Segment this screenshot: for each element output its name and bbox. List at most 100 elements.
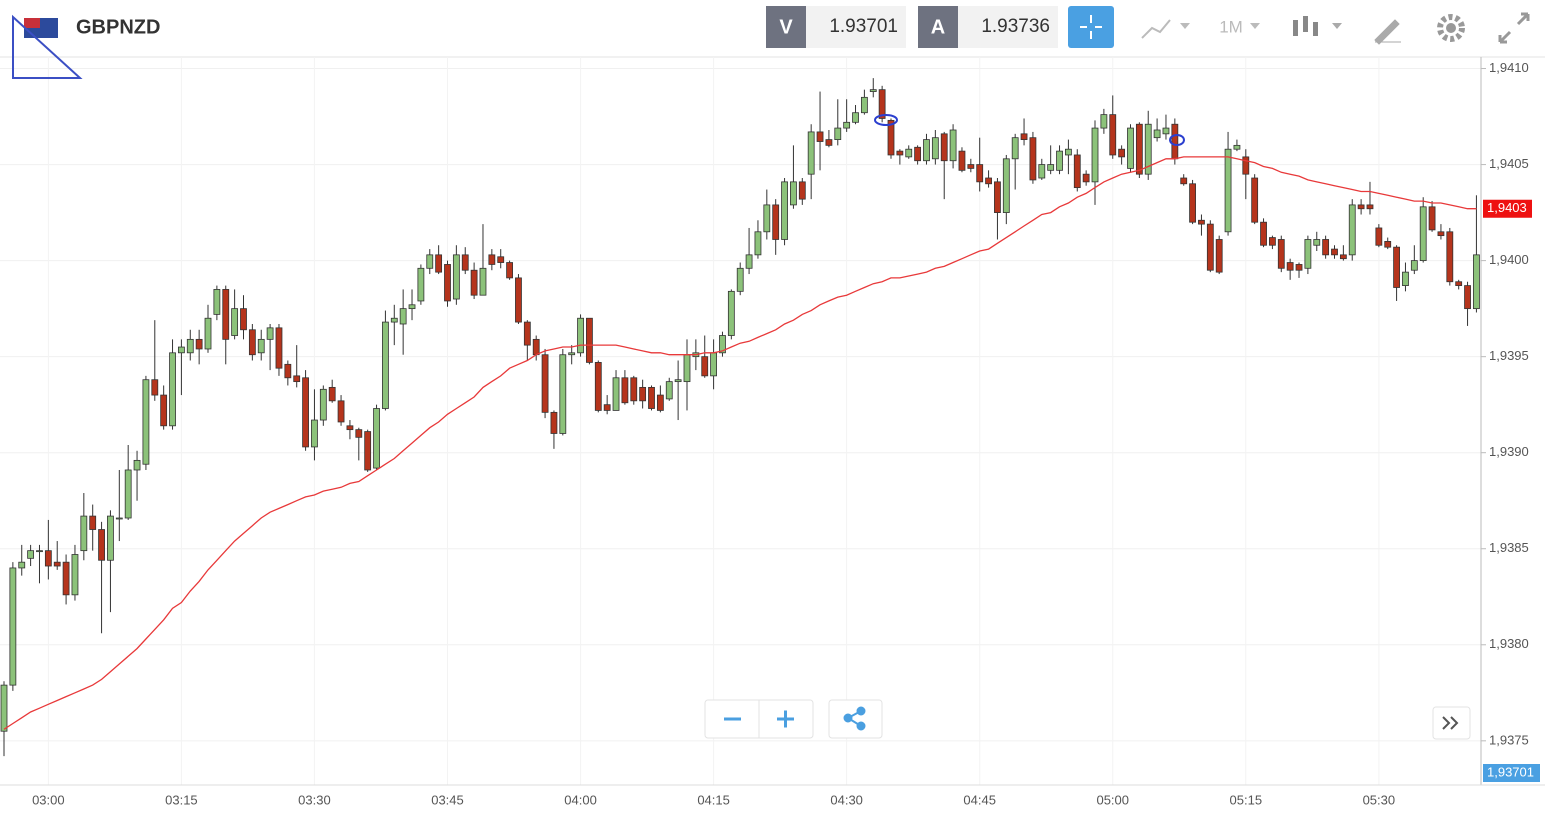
candle-body	[621, 377, 629, 404]
x-tick-label: 03:30	[298, 792, 331, 807]
candle-body	[781, 181, 788, 240]
candle-body	[825, 139, 833, 146]
candle-body	[648, 386, 655, 409]
candle-body	[1402, 271, 1409, 286]
candle-body	[506, 262, 513, 279]
candle-body	[1455, 281, 1463, 286]
y-tick-label: 1,9405	[1489, 156, 1529, 171]
buy-box[interactable]	[958, 6, 1058, 48]
price-tag	[1483, 764, 1540, 782]
crosshair-icon	[1080, 15, 1102, 39]
candle-body	[1082, 173, 1090, 183]
candle-body	[311, 419, 318, 448]
candle-body	[577, 317, 584, 354]
candle-body	[905, 148, 913, 158]
candle-body	[328, 386, 336, 402]
sell-label: V	[779, 16, 793, 38]
candle-body	[994, 181, 1001, 213]
candle-body	[1038, 164, 1046, 179]
x-tick-label: 04:45	[963, 792, 996, 807]
candle-body	[683, 354, 691, 383]
scroll-end-button[interactable]	[1432, 706, 1471, 740]
candle-body	[62, 561, 70, 596]
buy-tag[interactable]	[918, 6, 958, 48]
candle-body	[1331, 248, 1338, 256]
candle-body	[160, 394, 168, 427]
candle-body	[860, 96, 868, 114]
candle-body	[843, 121, 851, 129]
timeframe[interactable]: 1M	[1219, 17, 1243, 36]
candle-body	[612, 377, 620, 411]
candle-body	[1002, 158, 1010, 213]
fullscreen-button[interactable]	[1498, 12, 1530, 44]
candle-body	[719, 335, 726, 354]
candle-body	[1322, 239, 1330, 256]
candle-body	[1215, 239, 1223, 273]
trade-marker	[874, 114, 898, 126]
candle-body	[115, 517, 123, 520]
share-button[interactable]	[828, 699, 883, 739]
candle-body	[426, 254, 434, 269]
candle-body	[568, 352, 576, 356]
candle-body	[257, 338, 265, 354]
candle-body	[1251, 177, 1259, 223]
sell-box[interactable]	[806, 6, 906, 48]
candle-body	[701, 356, 709, 377]
candle-body	[1410, 260, 1418, 271]
candle-body	[71, 554, 79, 596]
candle-body	[1135, 123, 1143, 175]
candle-body	[559, 354, 567, 434]
candle-body	[1366, 204, 1374, 210]
candle-body	[515, 277, 522, 323]
candle-body	[107, 515, 114, 561]
candle-body	[1375, 227, 1383, 246]
candle-body	[1348, 204, 1356, 256]
candle-body	[488, 254, 496, 265]
sell-tag[interactable]	[766, 6, 806, 48]
candle-body	[27, 550, 35, 559]
candle-body	[985, 177, 992, 185]
candle-body	[479, 267, 487, 296]
candle-body	[639, 386, 647, 402]
x-tick-label: 04:30	[830, 792, 863, 807]
candles-button[interactable]	[1293, 16, 1342, 36]
candle-body	[869, 89, 877, 92]
candle-body	[1313, 239, 1321, 246]
x-tick-label: 03:15	[165, 792, 198, 807]
candle-body	[1437, 231, 1445, 237]
ma-value-label: 1,9403	[1487, 200, 1527, 215]
candle-body	[630, 377, 638, 402]
candle-body	[1206, 223, 1214, 271]
candle-body	[293, 375, 301, 383]
candle-body	[1233, 144, 1241, 150]
candle-body	[603, 404, 611, 411]
y-tick-label: 1,9395	[1489, 348, 1529, 363]
candle-body	[1446, 231, 1454, 283]
candle-body	[754, 231, 762, 256]
settings-hub	[1446, 23, 1456, 33]
candle-body	[878, 89, 886, 119]
settings-button[interactable]	[1437, 14, 1465, 42]
y-tick-label: 1,9385	[1489, 540, 1529, 555]
candle-body	[1428, 206, 1436, 231]
candle-body	[523, 321, 531, 346]
x-tick-label: 04:15	[697, 792, 730, 807]
zoom-in[interactable]	[777, 710, 794, 728]
candle-body	[275, 327, 283, 369]
candle-body	[222, 289, 230, 340]
candle-body	[9, 567, 17, 686]
candle-body	[1047, 164, 1055, 171]
ma-value-tag	[1483, 199, 1532, 218]
price-label: 1,93701	[1487, 764, 1534, 779]
candle-body	[142, 379, 150, 465]
candle-body	[976, 164, 984, 183]
candle-body	[816, 131, 824, 142]
chart-type-button[interactable]	[1141, 19, 1190, 39]
y-tick-label: 1,9380	[1489, 636, 1529, 651]
candle-body	[541, 354, 549, 413]
candle-body	[1109, 114, 1117, 156]
crosshair-button[interactable]	[1068, 6, 1114, 48]
sell-price: 1.93701	[829, 16, 898, 37]
draw-button[interactable]	[1374, 19, 1401, 45]
